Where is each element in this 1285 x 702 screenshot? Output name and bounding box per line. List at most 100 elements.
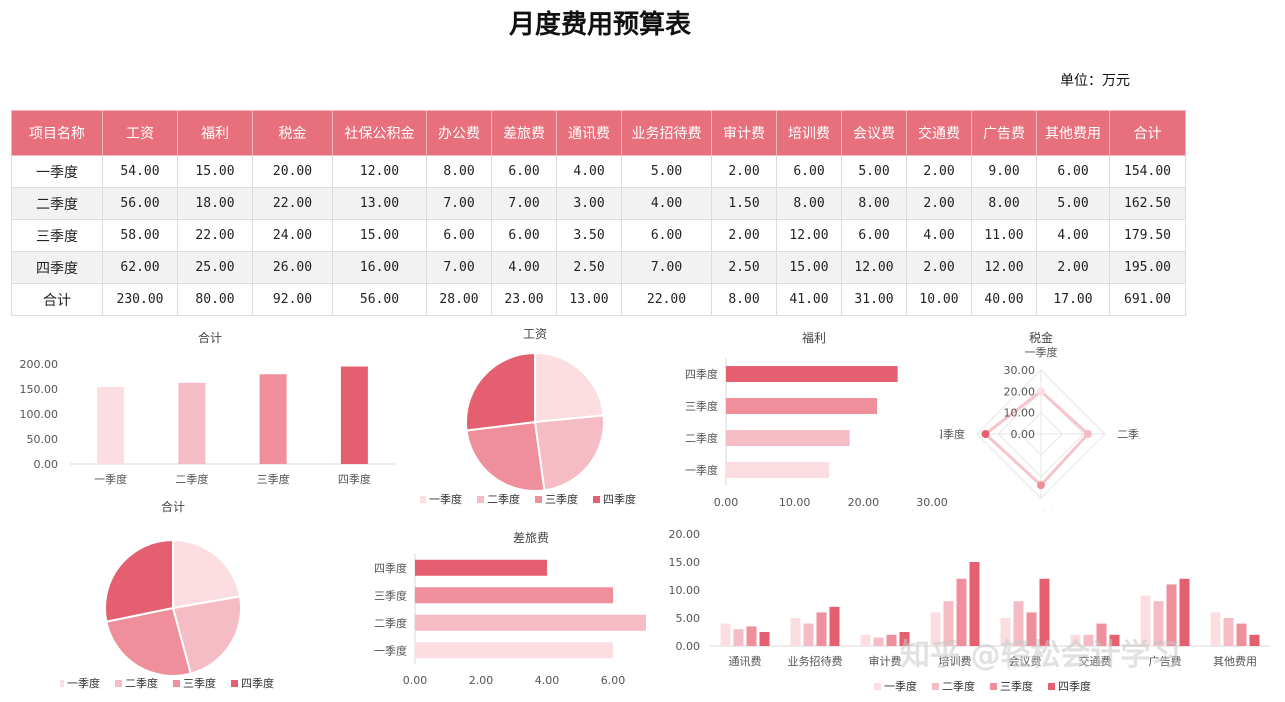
bar bbox=[726, 398, 878, 414]
pie-slice bbox=[104, 538, 174, 623]
legend-swatch bbox=[535, 496, 542, 503]
table-cell: 22.00 bbox=[621, 283, 712, 316]
table-cell: 23.00 bbox=[491, 283, 557, 316]
table-cell: 41.00 bbox=[776, 283, 842, 316]
bar bbox=[790, 618, 801, 646]
bar bbox=[1083, 634, 1094, 646]
x-tick-label: 4.00 bbox=[535, 674, 560, 687]
table-cell: 22.00 bbox=[177, 219, 253, 252]
x-tick-label: 10.00 bbox=[779, 496, 811, 509]
table-cell: 15.00 bbox=[332, 219, 427, 252]
table-cell: 8.00 bbox=[426, 155, 492, 188]
bar bbox=[1140, 595, 1151, 646]
pie-slice bbox=[465, 351, 536, 432]
bar bbox=[1210, 612, 1221, 646]
watermark: 知乎 @轻松会计学习 bbox=[900, 638, 1181, 673]
category-label: 四季度 bbox=[940, 427, 965, 441]
radar-point bbox=[1037, 481, 1045, 490]
table-cell: 6.00 bbox=[621, 219, 712, 252]
x-tick-label: 业务招待费 bbox=[788, 654, 843, 668]
table-cell: 12.00 bbox=[841, 251, 907, 284]
table-cell: 5.00 bbox=[1036, 187, 1110, 220]
table-header-cell: 合计 bbox=[1109, 110, 1186, 156]
bar bbox=[899, 632, 910, 646]
bar bbox=[733, 629, 744, 646]
x-tick-label: 20.00 bbox=[848, 496, 880, 509]
table-header-cell: 福利 bbox=[177, 110, 253, 156]
table-header-cell: 办公费 bbox=[426, 110, 492, 156]
pie-slice bbox=[465, 420, 546, 492]
table-cell: 56.00 bbox=[102, 187, 178, 220]
table-cell: 691.00 bbox=[1109, 283, 1186, 316]
pie-slice bbox=[172, 538, 242, 610]
table-header-cell: 社保公积金 bbox=[332, 110, 427, 156]
table-cell: 162.50 bbox=[1109, 187, 1186, 220]
table-row: 四季度 62.00 25.00 26.00 16.00 7.00 4.00 2.50 7.00 2… bbox=[11, 251, 1186, 284]
bar bbox=[1000, 618, 1011, 646]
table-cell: 24.00 bbox=[252, 219, 333, 252]
bar bbox=[415, 559, 547, 576]
bar bbox=[930, 612, 941, 646]
table-cell: 6.00 bbox=[491, 219, 557, 252]
x-tick-label: 四季度 bbox=[338, 472, 371, 486]
legend-swatch bbox=[115, 680, 122, 687]
legend-swatch bbox=[593, 496, 600, 503]
table-header-cell: 工资 bbox=[102, 110, 178, 156]
bar bbox=[860, 634, 871, 646]
table-cell: 2.00 bbox=[1036, 251, 1110, 284]
unit-label: 单位：万元 bbox=[1060, 73, 1130, 89]
table-cell: 2.00 bbox=[711, 219, 777, 252]
table-cell: 11.00 bbox=[971, 219, 1037, 252]
bar bbox=[1070, 634, 1081, 646]
bar bbox=[178, 382, 206, 464]
table-cell: 7.00 bbox=[426, 187, 492, 220]
table-cell: 12.00 bbox=[971, 251, 1037, 284]
x-tick-label: 三季度 bbox=[257, 472, 290, 486]
table-cell: 15.00 bbox=[177, 155, 253, 188]
table-cell: 4.00 bbox=[556, 155, 622, 188]
table-cell: 13.00 bbox=[332, 187, 427, 220]
table-cell: 31.00 bbox=[841, 283, 907, 316]
x-tick-label: 审计费 bbox=[869, 654, 902, 668]
bar bbox=[1179, 578, 1190, 646]
chart-title: 福利 bbox=[802, 330, 826, 345]
legend-label: 三季度 bbox=[183, 676, 216, 690]
radar-series bbox=[983, 389, 1091, 488]
x-tick-label: 0.00 bbox=[714, 496, 739, 509]
legend-label: 四季度 bbox=[1058, 679, 1091, 693]
table-cell: 1.50 bbox=[711, 187, 777, 220]
legend-label: 二季度 bbox=[942, 679, 975, 693]
bar bbox=[759, 632, 770, 646]
y-tick-label: 二季度 bbox=[685, 431, 718, 445]
bar bbox=[726, 430, 850, 446]
y-tick-label: 50.00 bbox=[27, 433, 59, 446]
y-tick-label: 四季度 bbox=[374, 561, 407, 575]
bar bbox=[1249, 634, 1260, 646]
row-label-cell: 二季度 bbox=[11, 187, 103, 220]
table-cell: 2.00 bbox=[906, 155, 972, 188]
table-cell: 7.00 bbox=[621, 251, 712, 284]
table-cell: 6.00 bbox=[776, 155, 842, 188]
table-cell: 40.00 bbox=[971, 283, 1037, 316]
y-tick-label: 150.00 bbox=[20, 383, 59, 396]
table-cell: 6.00 bbox=[841, 219, 907, 252]
legend-label: 三季度 bbox=[1000, 679, 1033, 693]
table-cell: 6.00 bbox=[491, 155, 557, 188]
chart-title: 税金 bbox=[1029, 330, 1053, 345]
chart-title: 合计 bbox=[161, 499, 185, 514]
table-header-cell: 通讯费 bbox=[556, 110, 622, 156]
bar bbox=[873, 637, 884, 646]
bar bbox=[1039, 578, 1050, 646]
bar bbox=[956, 578, 967, 646]
x-tick-label: 其他费用 bbox=[1213, 655, 1257, 668]
bar bbox=[1096, 623, 1107, 646]
table-cell: 28.00 bbox=[426, 283, 492, 316]
y-tick-label: 一季度 bbox=[685, 463, 718, 477]
y-tick-label: 三季度 bbox=[374, 588, 407, 602]
table-header-row: 项目名称 工资 福利 税金 社保公积金 办公费 差旅费 通讯费 业务招待费 审计费 培训费 会议费 交通… bbox=[11, 110, 1186, 156]
table-header-cell: 其他费用 bbox=[1036, 110, 1110, 156]
r-tick-label: 20.00 bbox=[1004, 385, 1036, 398]
category-label: 三季度 bbox=[1025, 509, 1058, 511]
